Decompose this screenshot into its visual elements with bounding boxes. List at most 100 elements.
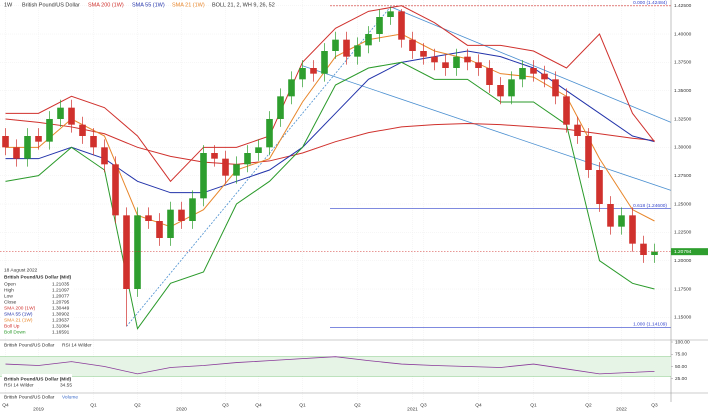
rsi-info-box bbox=[2, 374, 72, 388]
candle-body bbox=[13, 147, 20, 159]
candle-body bbox=[486, 68, 493, 85]
x-tick-label: Q3 bbox=[222, 402, 229, 408]
x-tick-label: 2020 bbox=[176, 406, 187, 412]
x-tick-label: Q3 bbox=[420, 402, 427, 408]
info-date: 18 August 2022 bbox=[4, 267, 38, 273]
x-tick-label: Q2 bbox=[585, 402, 592, 408]
rsi-info-name: RSI 14 Wilder bbox=[4, 382, 34, 388]
trendline bbox=[390, 6, 672, 123]
info-label: SMA 200 (1W) bbox=[4, 305, 36, 311]
info-label: SMA 55 (1W) bbox=[4, 311, 33, 317]
candle-body bbox=[167, 209, 174, 238]
legend-boll: BOLL 21, 2, WH 9, 26, 52 bbox=[212, 2, 275, 8]
y-tick-label: 1.20000 bbox=[674, 258, 692, 264]
candle-body bbox=[530, 68, 537, 74]
candle-body bbox=[332, 39, 339, 51]
candle-body bbox=[189, 198, 196, 221]
rsi-tick-label: 100.00 bbox=[675, 339, 690, 345]
volume-title: British Pound/US Dollar bbox=[4, 394, 55, 400]
candle-body bbox=[57, 107, 64, 119]
trendline bbox=[302, 65, 672, 191]
candle-body bbox=[442, 62, 449, 68]
x-tick-label: 2021 bbox=[407, 406, 418, 412]
candle-body bbox=[376, 17, 383, 34]
candle-body bbox=[596, 170, 603, 204]
y-tick-label: 1.22500 bbox=[674, 230, 692, 236]
candle-body bbox=[310, 68, 317, 74]
rsi-tick-label: 75.00 bbox=[675, 352, 687, 358]
candle-body bbox=[508, 79, 515, 97]
candle-body bbox=[497, 85, 504, 97]
x-tick-label: Q2 bbox=[354, 402, 361, 408]
info-value: 1.30449 bbox=[52, 305, 70, 311]
rsi-tick-label: 25.00 bbox=[675, 376, 687, 382]
last-price-label: 1.20794 bbox=[674, 249, 692, 255]
y-tick-label: 1.15000 bbox=[674, 315, 692, 321]
info-title: British Pound/US Dollar (Mid) bbox=[4, 274, 72, 280]
candle-body bbox=[299, 68, 306, 80]
candle-body bbox=[46, 119, 53, 142]
x-tick-label: Q3 bbox=[651, 402, 658, 408]
candle-body bbox=[464, 56, 471, 63]
info-value: 1.21035 bbox=[52, 281, 70, 287]
info-box bbox=[2, 266, 74, 338]
info-value: 1.23637 bbox=[52, 317, 70, 323]
candle-body bbox=[145, 215, 152, 221]
info-label: Boll Down bbox=[4, 329, 26, 335]
candle-body bbox=[288, 79, 295, 97]
candle-body bbox=[519, 68, 526, 80]
candle-body bbox=[354, 45, 361, 57]
info-label: SMA 21 (1W) bbox=[4, 317, 33, 323]
price-panel: 0.000 (1.42484) 0.618 (1.24600) 1.000 (1.1… bbox=[0, 0, 672, 402]
rsi-tick-label: 50.00 bbox=[675, 364, 687, 370]
info-label: Low bbox=[4, 293, 13, 299]
candle-body bbox=[387, 11, 394, 17]
info-value: 1.21097 bbox=[52, 287, 70, 293]
candle-body bbox=[618, 215, 625, 227]
candle-body bbox=[255, 147, 262, 153]
info-value: 1.31084 bbox=[52, 323, 70, 329]
x-tick-label: 2022 bbox=[616, 406, 627, 412]
candle-body bbox=[90, 136, 97, 148]
candle-body bbox=[266, 119, 273, 148]
info-label: Close bbox=[4, 299, 17, 305]
info-value: 1.30902 bbox=[52, 311, 70, 317]
y-tick-label: 1.35000 bbox=[674, 88, 692, 94]
candle-body bbox=[178, 209, 185, 221]
candle-body bbox=[420, 51, 427, 57]
volume-info: British Pound/US Dollar Volume bbox=[4, 394, 78, 400]
candle-body bbox=[585, 136, 592, 170]
fib-label: 0.618 (1.24600) bbox=[633, 203, 667, 209]
candle-body bbox=[2, 136, 9, 148]
candle-body bbox=[123, 215, 130, 289]
candle-body bbox=[68, 107, 75, 125]
y-tick-label: 1.42500 bbox=[674, 3, 692, 9]
candle-body bbox=[277, 96, 284, 119]
legend-sma200: SMA 200 (1W) bbox=[88, 2, 124, 8]
candle-body bbox=[409, 39, 416, 51]
volume-name: Volume bbox=[62, 394, 78, 400]
candle-body bbox=[35, 136, 42, 142]
info-value: 1.20795 bbox=[52, 299, 70, 305]
trendline bbox=[126, 6, 391, 327]
candle-body bbox=[431, 56, 438, 63]
candle-body bbox=[101, 147, 108, 165]
y-tick-label: 1.32500 bbox=[674, 116, 692, 122]
fib-label: 1.000 (1.14109) bbox=[633, 322, 667, 328]
x-tick-label: Q2 bbox=[134, 402, 141, 408]
candle-body bbox=[134, 215, 141, 289]
candle-body bbox=[475, 62, 482, 68]
indicator-line bbox=[5, 5, 655, 183]
y-tick-label: 1.25000 bbox=[674, 201, 692, 207]
candle-body bbox=[79, 124, 86, 136]
rsi-info: British Pound/US Dollar RSI 14 Wilder Br… bbox=[2, 342, 92, 388]
x-tick-label: Q1 bbox=[299, 402, 306, 408]
y-tick-label: 1.27500 bbox=[674, 173, 692, 179]
x-tick-label: 2019 bbox=[33, 406, 44, 412]
y-tick-label: 1.37500 bbox=[674, 60, 692, 66]
candle-body bbox=[244, 153, 251, 165]
candle-body bbox=[343, 39, 350, 57]
info-label: Open bbox=[4, 281, 16, 287]
legend-sma55: SMA 55 (1W) bbox=[132, 2, 165, 8]
